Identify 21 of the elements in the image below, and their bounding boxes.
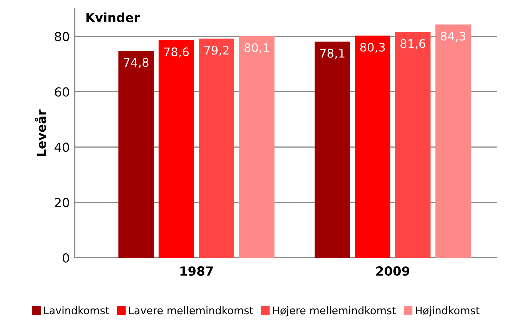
y-tick-label: 60 [55,87,70,97]
x-tick-label: 2009 [376,266,410,276]
data-label: 78,6 [164,48,189,58]
data-label: 79,2 [204,46,229,56]
data-label: 80,3 [360,42,386,54]
y-tick-label: 40 [54,142,70,152]
y-axis-title: Leveår [34,110,46,156]
data-label: 81,6 [400,39,426,50]
data-label: 84,3 [440,32,466,42]
chart-title: Kvinder [86,12,140,22]
legend-label: Lavere mellemindkomst [129,306,254,315]
data-label: 78,1 [320,49,345,60]
y-tick-label: 0 [63,253,70,263]
legend-label: Højindkomst [416,306,480,317]
data-label: 80,1 [244,44,270,54]
data-label: 74,8 [124,58,149,68]
legend-label: Lavindkomst [44,306,110,315]
x-tick-label: 1987 [180,266,214,276]
legend-label: Højere mellemindkomst [273,306,396,317]
y-tick-label: 20 [55,198,70,208]
y-tick-label: 80 [55,32,70,42]
